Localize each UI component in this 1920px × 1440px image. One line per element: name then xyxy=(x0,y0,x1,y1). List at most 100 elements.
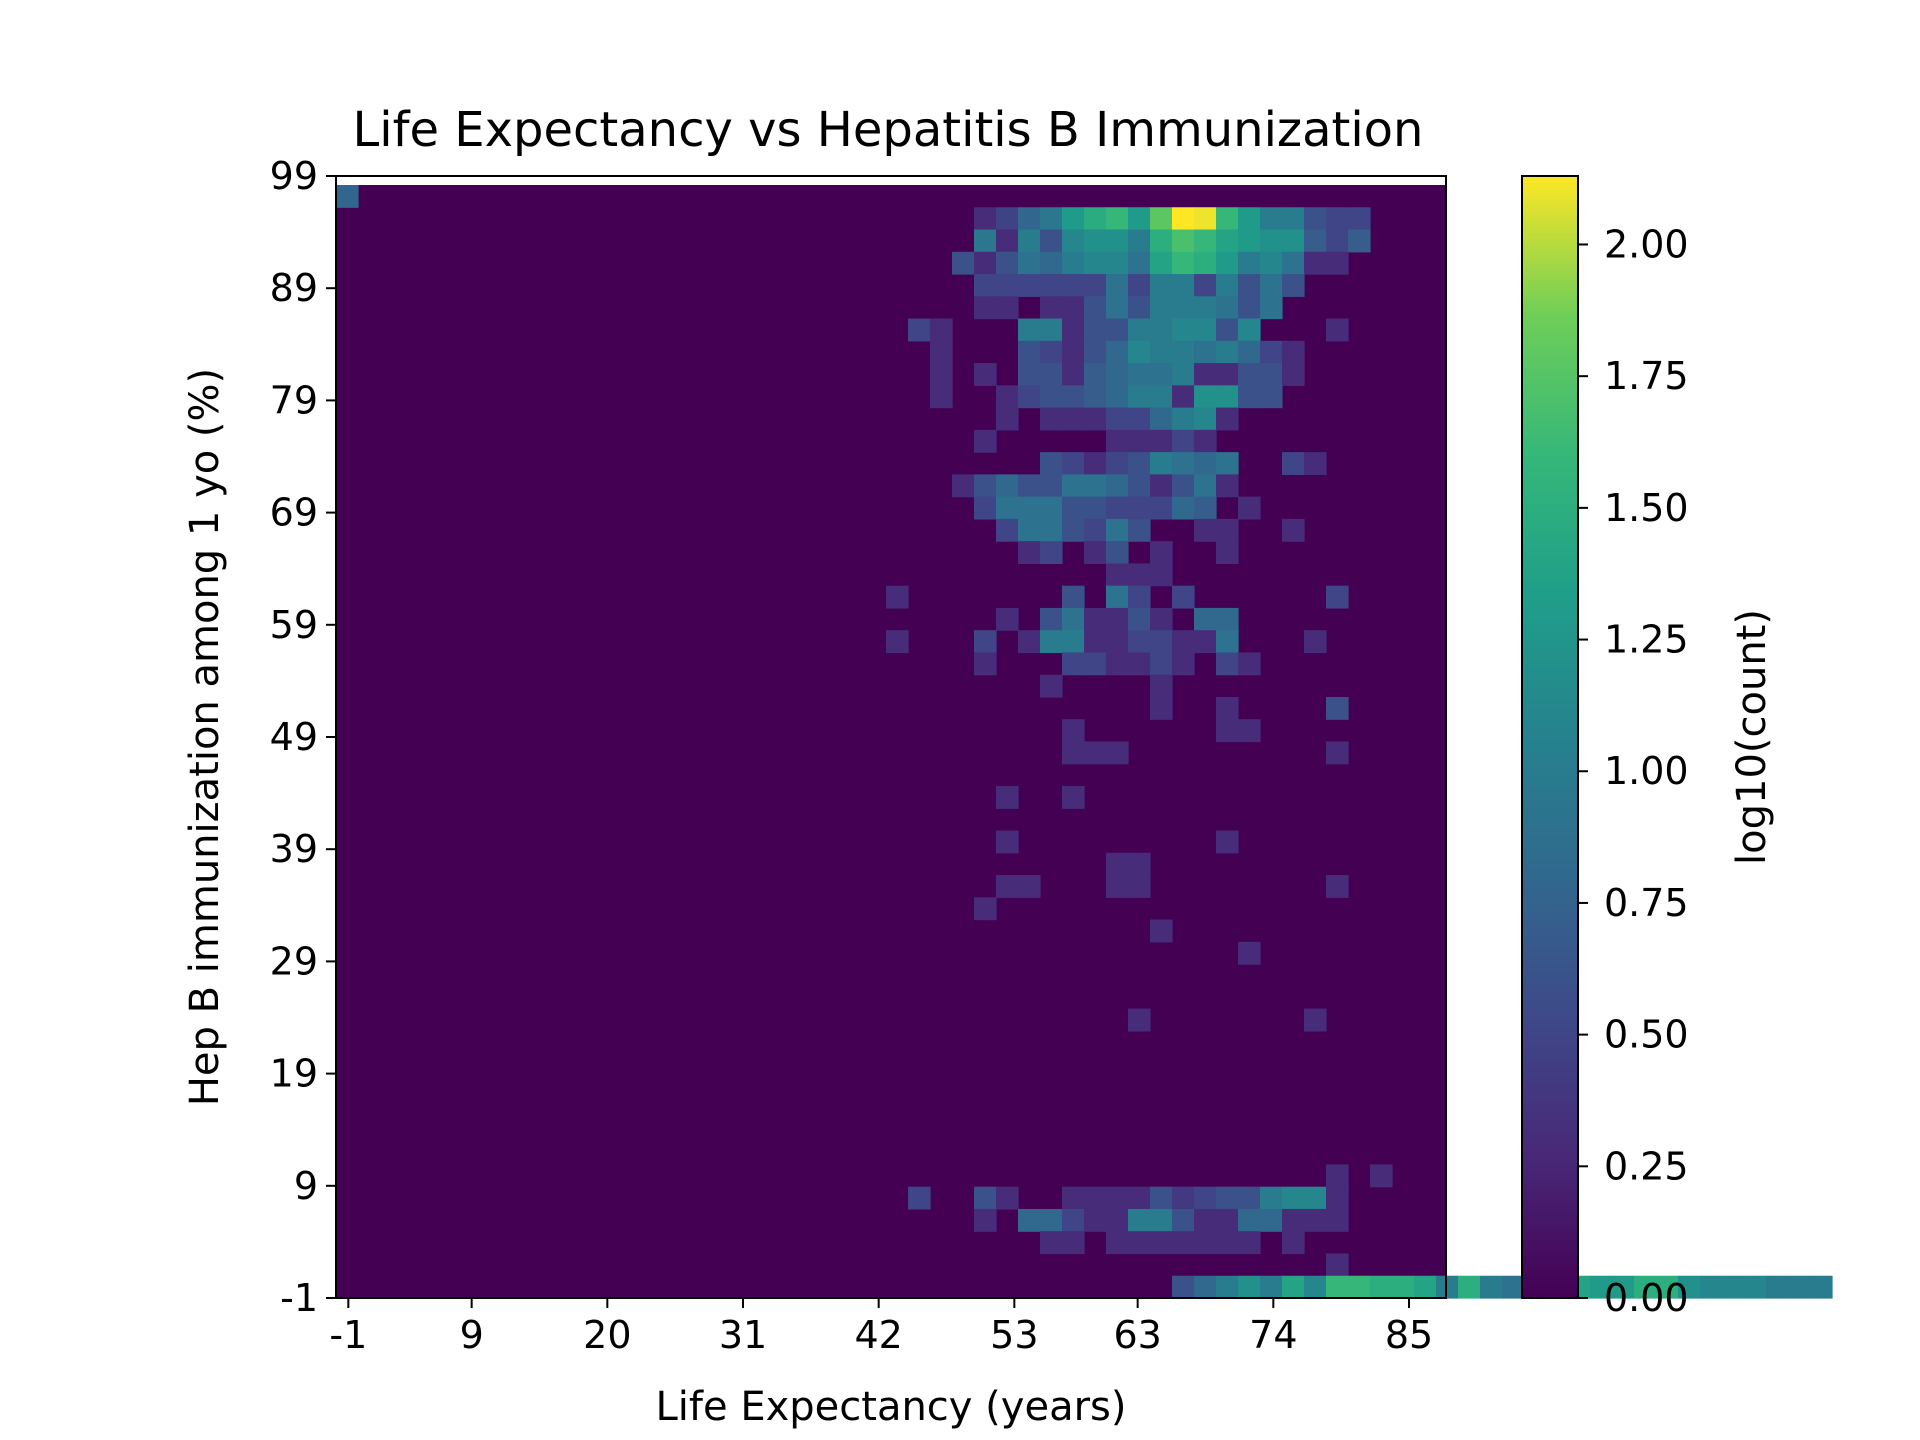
colorbar-ticks: 0.00 0.25 0.50 0.75 1.00 1.25 1.50 1.75 2.00 xyxy=(1578,222,1689,1320)
heatmap-cell xyxy=(996,830,1019,854)
heatmap-cell xyxy=(1106,741,1129,765)
heatmap-cell xyxy=(1656,1275,1679,1299)
heatmap-cell xyxy=(1766,1275,1789,1299)
heatmap-cell xyxy=(1348,207,1371,231)
heatmap-cell xyxy=(1018,274,1041,297)
heatmap-cell xyxy=(1084,1186,1107,1210)
heatmap-cell xyxy=(1128,652,1151,676)
heatmap-cell xyxy=(1744,1275,1767,1299)
heatmap-cell xyxy=(1172,1186,1195,1210)
heatmap-cell xyxy=(1238,318,1261,342)
heatmap-cell xyxy=(1128,496,1151,520)
heatmap-cell xyxy=(1128,875,1151,898)
heatmap-cell xyxy=(1106,518,1129,542)
y-tick-label: 29 xyxy=(270,939,318,983)
heatmap-cell xyxy=(1216,1275,1239,1299)
heatmap-cell xyxy=(1238,1231,1261,1255)
heatmap-cell xyxy=(1150,1231,1173,1255)
heatmap-cell xyxy=(1040,207,1063,231)
heatmap-cell xyxy=(1260,1186,1283,1210)
heatmap-cell xyxy=(1216,1208,1239,1232)
heatmap-cell xyxy=(1106,607,1129,631)
heatmap-cell xyxy=(1172,652,1195,676)
heatmap-cell xyxy=(1194,1275,1217,1299)
heatmap-cell xyxy=(1084,251,1107,275)
heatmap-cell xyxy=(1062,296,1085,320)
heatmap-cell xyxy=(1282,340,1305,364)
y-tick-label: -1 xyxy=(280,1276,318,1320)
heatmap-cell xyxy=(1150,318,1173,342)
x-tick-label: 42 xyxy=(854,1313,902,1357)
heatmap-cell xyxy=(1436,1275,1459,1299)
heatmap-cell xyxy=(1634,1275,1657,1299)
heatmap-cell xyxy=(1062,474,1085,498)
heatmap-cell xyxy=(1260,274,1283,297)
x-axis-label: Life Expectancy (years) xyxy=(656,1384,1127,1430)
heatmap-cell xyxy=(1084,407,1107,431)
heatmap-cell xyxy=(974,229,997,253)
heatmap-cell xyxy=(996,875,1019,898)
heatmap-cell xyxy=(1304,229,1327,253)
heatmap-cell xyxy=(1238,229,1261,253)
heatmap-cell xyxy=(1128,385,1151,409)
heatmap-cell xyxy=(1150,674,1173,698)
heatmap-cell xyxy=(1172,429,1195,453)
heatmap-cell xyxy=(1084,630,1107,654)
heatmap-cell xyxy=(1326,585,1349,609)
heatmap-cell xyxy=(1172,274,1195,297)
heatmap-cell xyxy=(930,385,953,409)
heatmap-cell xyxy=(1238,251,1261,275)
heatmap-cell xyxy=(1062,274,1085,297)
heatmap-cell xyxy=(1678,1275,1701,1299)
heatmap-cell xyxy=(1216,363,1239,386)
heatmap-cell xyxy=(1128,563,1151,587)
heatmap-cell xyxy=(1238,1208,1261,1232)
colorbar-tick-label: 1.75 xyxy=(1604,354,1689,398)
y-axis-ticks: -1 9 19 29 39 49 59 69 79 89 99 xyxy=(270,154,336,1320)
heatmap-cell xyxy=(1040,674,1063,698)
x-tick-label: 85 xyxy=(1385,1313,1433,1357)
heatmap-cell xyxy=(1194,207,1217,231)
heatmap-cell xyxy=(1062,229,1085,253)
heatmap-cell xyxy=(908,1186,931,1210)
heatmap-cell xyxy=(1172,1231,1195,1255)
heatmap-cell xyxy=(1282,274,1305,297)
heatmap-cell xyxy=(1304,207,1327,231)
heatmap-cell xyxy=(1194,229,1217,253)
heatmap-cell xyxy=(1216,696,1239,720)
heatmap-cell xyxy=(1788,1275,1811,1299)
heatmap-cell xyxy=(1326,741,1349,765)
heatmap-cell xyxy=(1216,318,1239,342)
heatmap-cell xyxy=(1172,340,1195,364)
heatmap-cell xyxy=(1216,541,1239,565)
heatmap-cell xyxy=(1194,363,1217,386)
heatmap-cell xyxy=(1062,585,1085,609)
colorbar-tick-label: 0.00 xyxy=(1604,1276,1689,1320)
heatmap-cell xyxy=(974,652,997,676)
heatmap-cell xyxy=(336,185,359,208)
heatmap-cell xyxy=(1216,251,1239,275)
heatmap-cell xyxy=(1062,452,1085,475)
heatmap-cell xyxy=(1084,385,1107,409)
heatmap-cell xyxy=(1040,452,1063,475)
heatmap-cell xyxy=(1216,274,1239,297)
heatmap-cell xyxy=(996,407,1019,431)
heatmap-cell xyxy=(1172,385,1195,409)
heatmap-cell xyxy=(1150,630,1173,654)
heatmap-cell xyxy=(1062,207,1085,231)
y-tick-label: 59 xyxy=(270,603,318,647)
x-tick-label: 53 xyxy=(990,1313,1038,1357)
x-axis-ticks: -1 9 20 31 42 53 63 74 85 xyxy=(329,1298,1433,1357)
heatmap-cell xyxy=(974,207,997,231)
heatmap-cell xyxy=(974,897,997,921)
heatmap-cell xyxy=(1062,786,1085,809)
heatmap-cell xyxy=(1150,696,1173,720)
heatmap-cell xyxy=(1062,518,1085,542)
heatmap-cell xyxy=(1062,251,1085,275)
heatmap-cell xyxy=(1326,1275,1349,1299)
heatmap-cell xyxy=(1106,318,1129,342)
heatmap-cell xyxy=(1106,496,1129,520)
heatmap-cell xyxy=(1326,318,1349,342)
heatmap-cell xyxy=(1216,385,1239,409)
heatmap-cell xyxy=(1106,274,1129,297)
